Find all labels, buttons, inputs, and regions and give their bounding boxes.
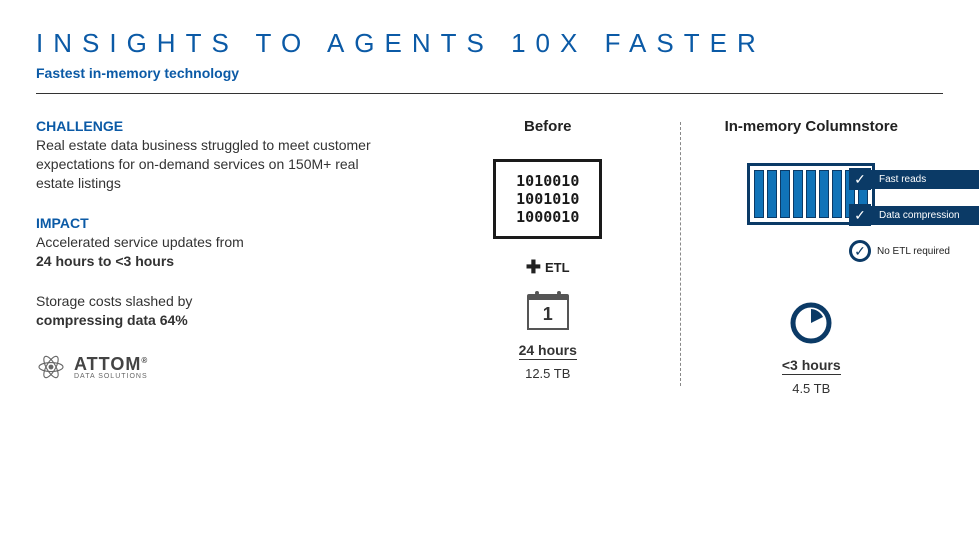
badge-label: Data compression [871,206,979,225]
check-icon: ✓ [849,168,871,190]
check-icon: ✓ [849,204,871,226]
left-column: CHALLENGE Real estate data business stru… [36,118,376,396]
before-title: Before [524,118,572,135]
before-size: 12.5 TB [525,366,570,381]
columnstore-bar [806,170,816,218]
etl-label: ETL [545,260,570,275]
after-column: In-memory Columnstore <3 hours 4.5 TB ✓F… [680,118,944,396]
plus-icon: ✚ [526,257,541,278]
badges-list: ✓Fast reads✓Data compression✓No ETL requ… [849,168,979,262]
comparison-diagram: Before 1010010 1001010 1000010 ✚ ETL 1 2… [416,118,943,396]
after-time: <3 hours [782,357,841,375]
columnstore-bar [780,170,790,218]
benefit-badge: ✓Data compression [849,204,979,226]
clock-icon [789,301,833,345]
logo-sub-text: DATA SOLUTIONS [74,373,148,380]
calendar-icon: 1 [527,294,569,330]
impact-line1: Accelerated service updates from 24 hour… [36,233,376,271]
benefit-badge: ✓Fast reads [849,168,979,190]
challenge-heading: CHALLENGE [36,118,376,134]
header-rule [36,93,943,94]
attom-logo: ATTOM® DATA SOLUTIONS [36,352,376,382]
impact-line2: Storage costs slashed by compressing dat… [36,292,376,330]
columnstore-bar [819,170,829,218]
page-subtitle: Fastest in-memory technology [36,65,943,81]
impact-heading: IMPACT [36,215,376,231]
badge-label: Fast reads [871,170,979,189]
after-title: In-memory Columnstore [725,118,898,135]
benefit-badge: ✓No ETL required [849,240,979,262]
columnstore-bar [754,170,764,218]
columnstore-bar [767,170,777,218]
after-size: 4.5 TB [792,381,830,396]
before-column: Before 1010010 1001010 1000010 ✚ ETL 1 2… [416,118,680,396]
columnstore-bar [793,170,803,218]
logo-main-text: ATTOM® [74,355,148,373]
columnstore-bar [832,170,842,218]
page-title: INSIGHTS TO AGENTS 10X FASTER [36,28,943,59]
binary-box: 1010010 1001010 1000010 [493,159,602,239]
before-time: 24 hours [519,342,577,360]
badge-label: No ETL required [871,242,979,261]
challenge-body: Real estate data business struggled to m… [36,136,376,193]
check-icon: ✓ [849,240,871,262]
atom-icon [36,352,66,382]
etl-row: ✚ ETL [526,257,570,278]
